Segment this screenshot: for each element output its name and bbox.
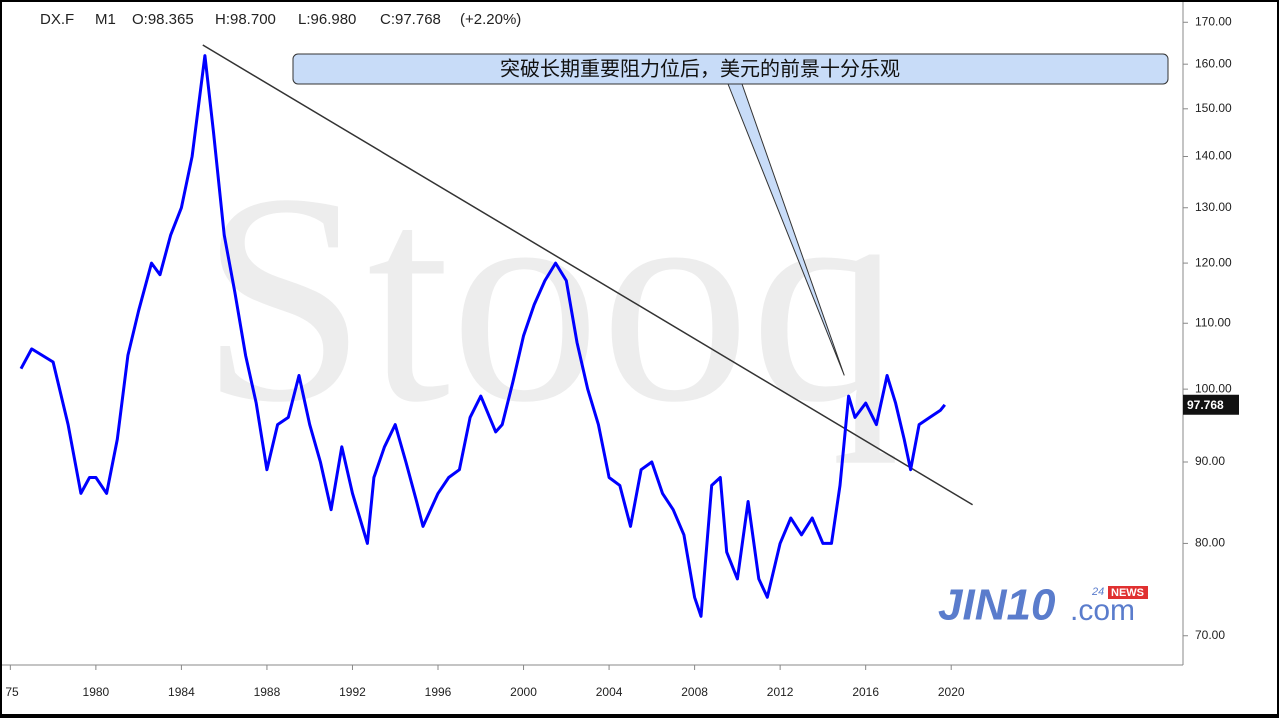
x-tick-label: 1988	[254, 685, 281, 699]
logo-num: 24	[1091, 586, 1104, 598]
y-tick-label: 120.00	[1195, 255, 1232, 269]
x-tick-label: 1984	[168, 685, 195, 699]
close: C:97.768	[380, 11, 441, 28]
high: H:98.700	[215, 11, 276, 28]
x-tick-label: 1992	[339, 685, 366, 699]
header: DX.F M1 O:98.365 H:98.700 L:96.980 C:97.…	[40, 11, 521, 28]
x-tick-label: 2016	[852, 685, 879, 699]
symbol: DX.F	[40, 11, 74, 28]
y-tick-label: 70.00	[1195, 628, 1225, 642]
y-tick-label: 80.00	[1195, 536, 1225, 550]
low: L:96.980	[298, 11, 356, 28]
x-tick-label: 1996	[425, 685, 452, 699]
logo-badge-bg	[1108, 586, 1148, 599]
logo-main: JIN10	[938, 581, 1056, 630]
callout-box	[292, 53, 1169, 85]
x-tick-label: 1980	[83, 685, 110, 699]
x-tick-label: 2020	[938, 685, 965, 699]
y-tick-label: 170.00	[1195, 14, 1232, 28]
y-tick-label: 90.00	[1195, 454, 1225, 468]
interval: M1	[95, 11, 116, 28]
y-tick-label: 150.00	[1195, 101, 1232, 115]
x-tick-label: 2000	[510, 685, 537, 699]
open: O:98.365	[132, 11, 194, 28]
logo-badge: NEWS	[1111, 587, 1144, 599]
y-tick-label: 110.00	[1195, 315, 1231, 329]
change: (+2.20%)	[460, 11, 521, 28]
x-tick-label: 2008	[681, 685, 708, 699]
callout-text: 突破长期重要阻力位后，美元的前景十分乐观	[500, 57, 900, 80]
logo-suffix: .com	[1070, 594, 1135, 627]
x-tick-label: 2004	[596, 685, 623, 699]
watermark: Stooq	[200, 132, 900, 465]
x-tick-label: 75	[5, 685, 19, 699]
logo: JIN10 .com 24 NEWS	[938, 581, 1148, 630]
last-price-bg	[1183, 394, 1239, 415]
y-tick-label: 140.00	[1195, 149, 1232, 163]
price-line	[19, 54, 946, 618]
x-tick-label: 2012	[767, 685, 794, 699]
y-tick-label: 100.00	[1195, 381, 1232, 395]
y-tick-label: 160.00	[1195, 56, 1232, 70]
last-price-label: 97.768	[1187, 398, 1224, 412]
y-tick-label: 130.00	[1195, 200, 1232, 214]
